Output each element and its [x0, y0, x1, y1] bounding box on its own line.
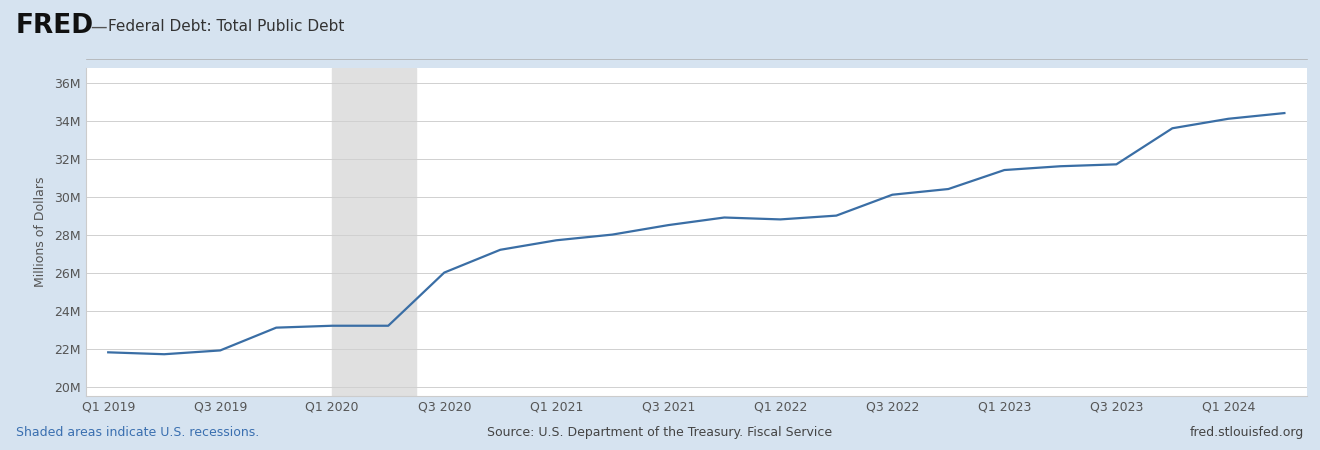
Y-axis label: Millions of Dollars: Millions of Dollars [34, 176, 48, 287]
Bar [333, 68, 416, 396]
Text: Federal Debt: Total Public Debt: Federal Debt: Total Public Debt [108, 19, 345, 34]
Text: FRED: FRED [16, 14, 94, 39]
Text: fred.stlouisfed.org: fred.stlouisfed.org [1189, 426, 1304, 439]
Text: —: — [90, 17, 107, 36]
Text: Source: U.S. Department of the Treasury. Fiscal Service: Source: U.S. Department of the Treasury.… [487, 426, 833, 439]
Text: Shaded areas indicate U.S. recessions.: Shaded areas indicate U.S. recessions. [16, 426, 259, 439]
